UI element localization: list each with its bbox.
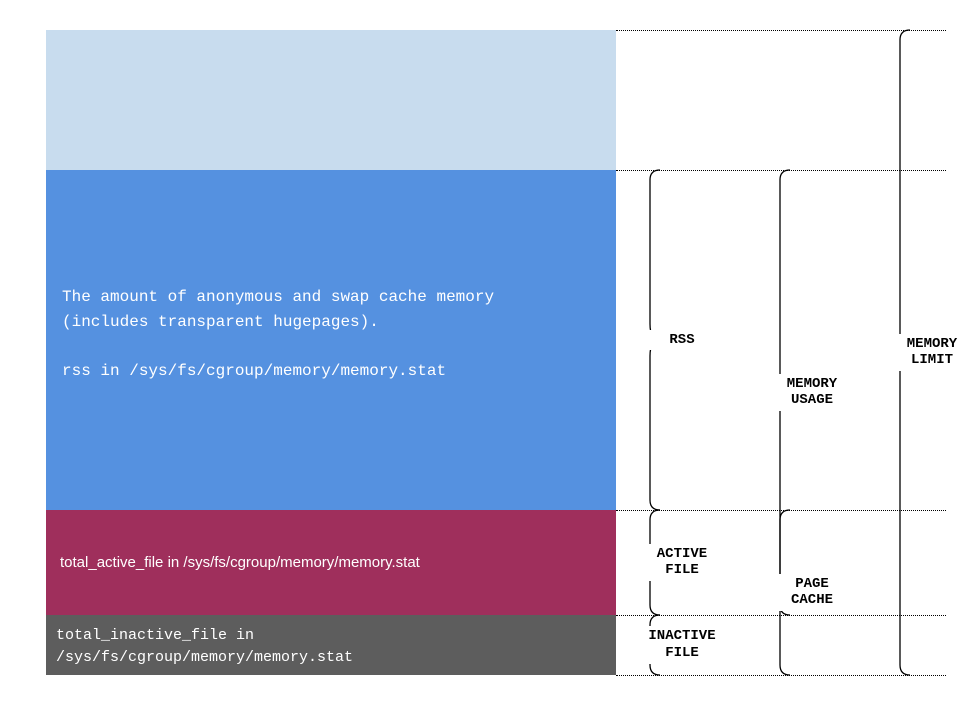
block-rss: The amount of anonymous and swap cache m… xyxy=(46,170,616,510)
brace-label-memory_usage: MEMORYUSAGE xyxy=(772,374,852,412)
block-active: total_active_file in /sys/fs/cgroup/memo… xyxy=(46,510,616,615)
block-active-text: total_active_file in /sys/fs/cgroup/memo… xyxy=(60,554,420,571)
guide-line xyxy=(616,675,946,676)
guide-line xyxy=(616,30,946,31)
brace-label-memory_limit: MEMORYLIMIT xyxy=(892,334,960,372)
block-rss-text: The amount of anonymous and swap cache m… xyxy=(62,285,582,384)
brace-label-page_cache: PAGECACHE xyxy=(772,574,852,612)
brace-label-rss: RSS xyxy=(642,330,722,351)
block-inactive-text: total_inactive_file in /sys/fs/cgroup/me… xyxy=(56,625,356,669)
memory-diagram: The amount of anonymous and swap cache m… xyxy=(0,0,960,720)
block-free xyxy=(46,30,616,170)
brace-label-active_file: ACTIVEFILE xyxy=(642,544,722,582)
block-inactive: total_inactive_file in /sys/fs/cgroup/me… xyxy=(46,615,616,675)
brace-label-inactive_file: INACTIVEFILE xyxy=(642,626,722,664)
